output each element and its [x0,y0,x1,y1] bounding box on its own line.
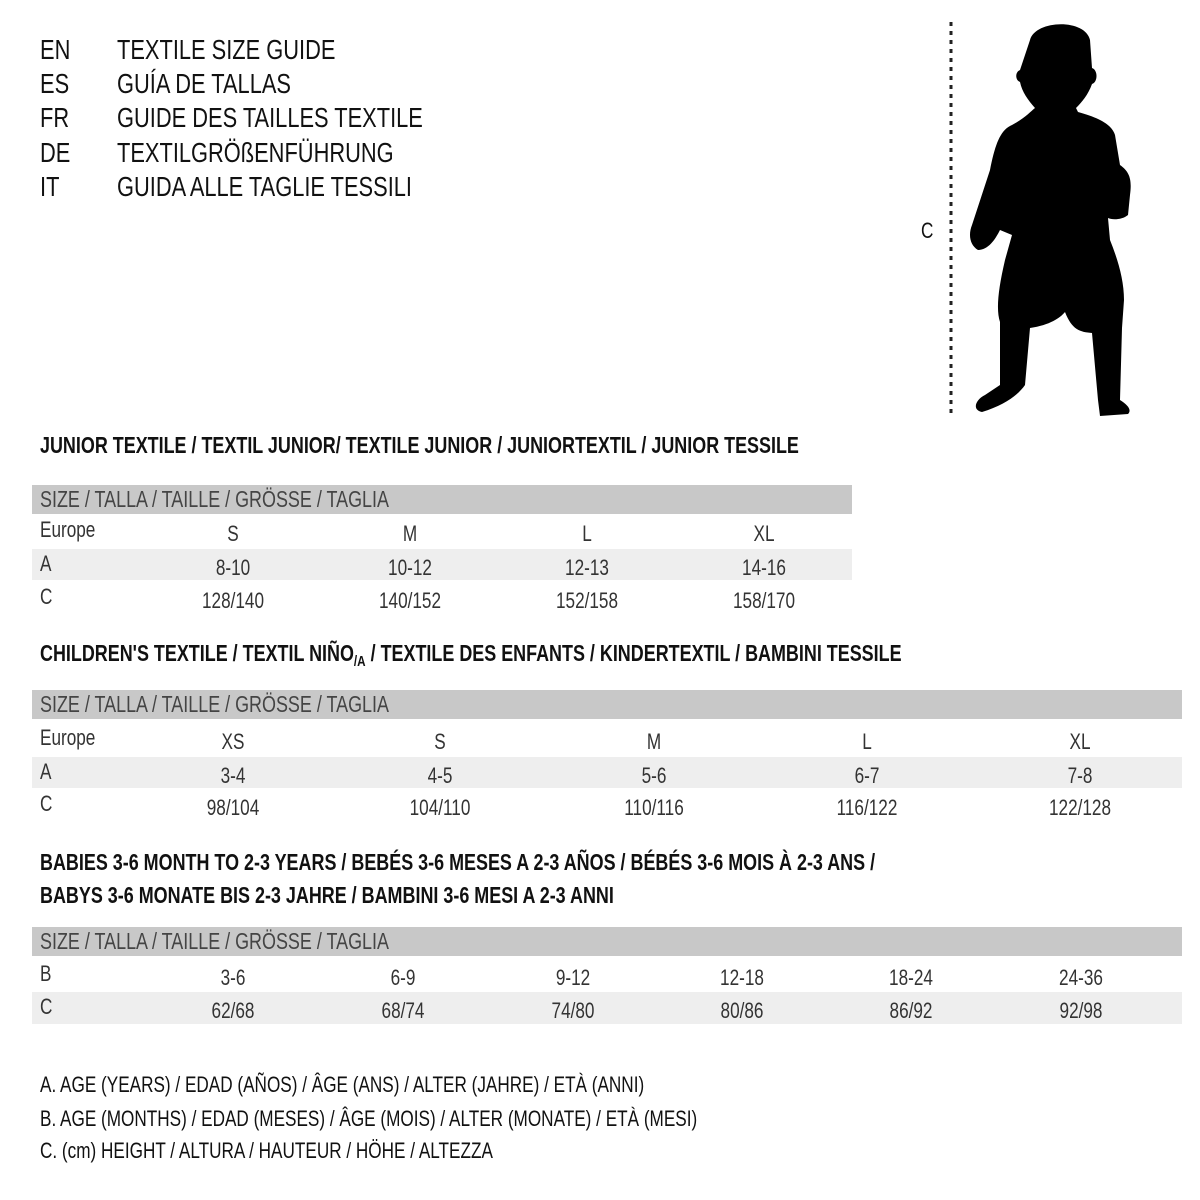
table-cell: 158/170 [732,588,796,613]
row-label: C [40,791,53,816]
table-cell: L [582,521,592,546]
table-cell: S [227,521,239,546]
children-size-header: SIZE / TALLA / TAILLE / GRÖSSE / TAGLIA [40,691,389,717]
row-label: Europe [40,725,96,750]
table-cell: 68/74 [381,998,425,1023]
lang-code: IT [40,171,60,202]
table-cell: 110/116 [624,795,684,820]
table-cell: 6-7 [854,763,880,788]
table-cell: 18-24 [889,965,933,990]
table-cell: 128/140 [201,588,265,613]
table-cell: XL [753,521,775,546]
junior-row-shade [32,549,852,580]
babies-title-line1: BABIES 3-6 MONTH TO 2-3 YEARS / BEBÉS 3-… [40,849,876,875]
legend-a: A. AGE (YEARS) / EDAD (AÑOS) / ÂGE (ANS)… [40,1072,645,1097]
junior-size-header: SIZE / TALLA / TAILLE / GRÖSSE / TAGLIA [40,486,389,512]
row-label: Europe [40,517,96,542]
table-cell: 14-16 [742,555,786,580]
babies-size-header-band [32,927,1182,956]
legend-b: B. AGE (MONTHS) / EDAD (MESES) / ÂGE (MO… [40,1106,698,1131]
table-cell: 10-12 [388,555,432,580]
table-cell: 5-6 [641,763,667,788]
table-cell: 9-12 [555,965,591,990]
header-line: GUÍA DE TALLAS [117,68,291,99]
children-title-rest: / TEXTILE DES ENFANTS / KINDERTEXTIL / B… [365,640,902,666]
children-title-main: CHILDREN'S TEXTILE / TEXTIL NIÑO [40,640,354,666]
table-cell: 6-9 [390,965,416,990]
table-cell: M [646,729,662,754]
table-cell: 152/158 [555,588,619,613]
table-cell: L [862,729,872,754]
row-label: A [40,759,52,784]
junior-size-header-band [32,485,852,514]
table-cell: 4-5 [427,763,453,788]
table-cell: XL [1069,729,1091,754]
table-cell: 122/128 [1048,795,1112,820]
lang-code: ES [40,68,70,99]
row-label: A [40,551,52,576]
table-cell: 80/86 [720,998,764,1023]
table-cell: 3-4 [220,763,246,788]
table-cell: 24-36 [1059,965,1103,990]
table-cell: 3-6 [220,965,246,990]
header-line: TEXTILE SIZE GUIDE [117,34,336,65]
height-label: C [921,218,934,243]
header-line: GUIDA ALLE TAGLIE TESSILI [117,171,412,202]
babies-title-line2: BABYS 3-6 MONATE BIS 2-3 JAHRE / BAMBINI… [40,882,614,908]
table-cell: XS [221,729,245,754]
children-size-header-band [32,690,1182,719]
table-cell: S [434,729,446,754]
table-cell: 116/122 [836,795,898,820]
child-silhouette-icon [949,22,1131,416]
table-cell: M [402,521,418,546]
children-row-shade [32,757,1182,788]
table-cell: 92/98 [1059,998,1103,1023]
row-label: C [40,584,53,609]
junior-title: JUNIOR TEXTILE / TEXTIL JUNIOR/ TEXTILE … [40,432,799,458]
children-title-sub: /A [353,653,366,670]
table-cell: 12-18 [720,965,764,990]
table-cell: 74/80 [551,998,595,1023]
lang-code: DE [40,137,71,168]
babies-size-header: SIZE / TALLA / TAILLE / GRÖSSE / TAGLIA [40,928,389,954]
header-line: TEXTILGRÖßENFÜHRUNG [117,137,394,168]
babies-row-shade [32,992,1182,1024]
table-cell: 86/92 [889,998,933,1023]
table-cell: 62/68 [211,998,255,1023]
children-title: CHILDREN'S TEXTILE / TEXTIL NIÑO/A / TEX… [40,639,902,676]
table-cell: 7-8 [1067,763,1093,788]
table-cell: 140/152 [378,588,442,613]
table-cell: 12-13 [565,555,609,580]
table-cell: 98/104 [206,795,260,820]
row-label: B [40,961,52,986]
lang-code: EN [40,34,71,65]
lang-code: FR [40,102,70,133]
table-cell: 104/110 [409,795,471,820]
table-cell: 8-10 [215,555,251,580]
legend-c: C. (cm) HEIGHT / ALTURA / HAUTEUR / HÖHE… [40,1138,493,1163]
header-line: GUIDE DES TAILLES TEXTILE [117,102,423,133]
row-label: C [40,994,53,1019]
